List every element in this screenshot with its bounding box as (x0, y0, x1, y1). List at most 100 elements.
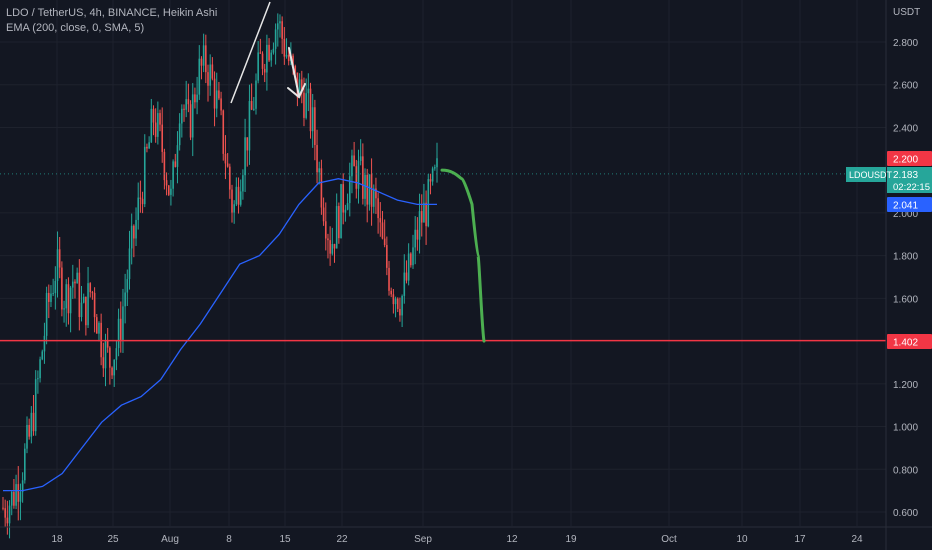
candle-body (231, 189, 233, 213)
candle-body (124, 292, 126, 307)
candle-body (218, 90, 220, 99)
candle-body (292, 55, 294, 66)
candle-body (329, 240, 331, 254)
candle-body (257, 52, 259, 81)
price-tick-label: 0.800 (893, 465, 918, 476)
price-tick-label: 1.800 (893, 252, 918, 263)
candle-body (4, 508, 6, 518)
symbol-tag-text: LDOUSDT (849, 170, 893, 180)
support-price-label-text: 1.402 (893, 338, 918, 349)
candle-body (63, 308, 65, 310)
time-tick-label: 25 (107, 534, 119, 545)
candle-body (181, 108, 183, 124)
candle-body (52, 293, 54, 295)
candle-body (187, 99, 190, 105)
candle-body (279, 21, 281, 24)
projection-curve (440, 168, 486, 343)
candle-body (298, 79, 301, 98)
candle-body (276, 23, 279, 30)
candle-body (26, 424, 28, 449)
candle-body (161, 124, 164, 152)
candle-body (244, 137, 246, 176)
candle-body (338, 206, 340, 239)
time-tick-label: 8 (226, 534, 232, 545)
candle-body (281, 21, 283, 39)
candle-body (152, 108, 155, 123)
price-tick-label: 1.600 (893, 294, 918, 305)
price-tick-label: 2.400 (893, 123, 918, 134)
last-price-text: 2.183 (893, 170, 918, 181)
candle-body (242, 175, 244, 192)
price-tick-label: 2.000 (893, 209, 918, 220)
candle-body (74, 281, 76, 284)
candle-body (320, 168, 323, 208)
candle-body (405, 272, 408, 281)
candle-body (58, 249, 61, 268)
candle-body (351, 155, 353, 177)
candle-body (375, 188, 377, 199)
candle-body (377, 198, 379, 219)
candle-body (366, 174, 369, 205)
candle-body (200, 58, 203, 66)
time-tick-label: 15 (279, 534, 291, 545)
candle-body (283, 38, 286, 57)
candle-body (311, 107, 314, 132)
countdown-text: 02:22:15 (893, 182, 930, 193)
candle-body (364, 174, 366, 199)
candle-body (300, 79, 303, 93)
symbol-legend: LDO / TetherUS, 4h, BINANCE, Heikin Ashi (6, 7, 218, 19)
support-price-label-bg (887, 334, 932, 349)
candle-body (434, 167, 436, 169)
candle-body (211, 64, 214, 79)
upper-price-label: 2.200 (887, 151, 932, 166)
candle-body (268, 44, 270, 61)
candle-body (69, 287, 72, 314)
candle-body (266, 44, 268, 73)
candle-body (10, 491, 13, 506)
time-tick-label: Sep (414, 534, 432, 545)
candle-body (126, 279, 129, 293)
candle-body (222, 110, 225, 154)
candle-body (403, 272, 406, 296)
candle-body (2, 507, 4, 509)
candle-body (418, 211, 421, 240)
candle-body (233, 204, 235, 213)
candle-body (189, 104, 192, 138)
candle-body (357, 160, 360, 189)
candle-body (420, 211, 423, 223)
candle-body (102, 357, 105, 369)
drawn-down-arrow (287, 47, 306, 99)
chart-legend: LDO / TetherUS, 4h, BINANCE, Heikin Ashi… (6, 6, 217, 36)
candle-body (383, 238, 386, 246)
candle-body (355, 166, 358, 189)
candle-body (344, 209, 347, 213)
candle-body (196, 94, 198, 103)
price-axis-unit: USDT (893, 7, 920, 18)
time-tick-label: 24 (851, 534, 863, 545)
candle-body (209, 64, 211, 86)
candle-body (61, 267, 63, 310)
candle-body (109, 347, 111, 368)
time-tick-label: 22 (336, 534, 348, 545)
candle-body (128, 248, 131, 280)
candle-body (436, 158, 438, 168)
candle-body (202, 45, 205, 66)
candle-body (135, 219, 137, 239)
candle-body (17, 484, 20, 502)
candle-body (143, 146, 146, 205)
ema-price-label-bg (887, 197, 932, 212)
candle-body (229, 166, 231, 190)
candle-body (198, 58, 201, 95)
candle-body (45, 292, 48, 336)
candle-body (309, 88, 312, 132)
candle-body (215, 90, 218, 109)
candle-body (91, 292, 94, 294)
candle-body (41, 351, 44, 360)
candle-body (106, 340, 109, 348)
candle-body (39, 359, 41, 379)
candle-body (95, 317, 98, 334)
candle-body (239, 191, 242, 205)
candle-body (237, 186, 240, 205)
